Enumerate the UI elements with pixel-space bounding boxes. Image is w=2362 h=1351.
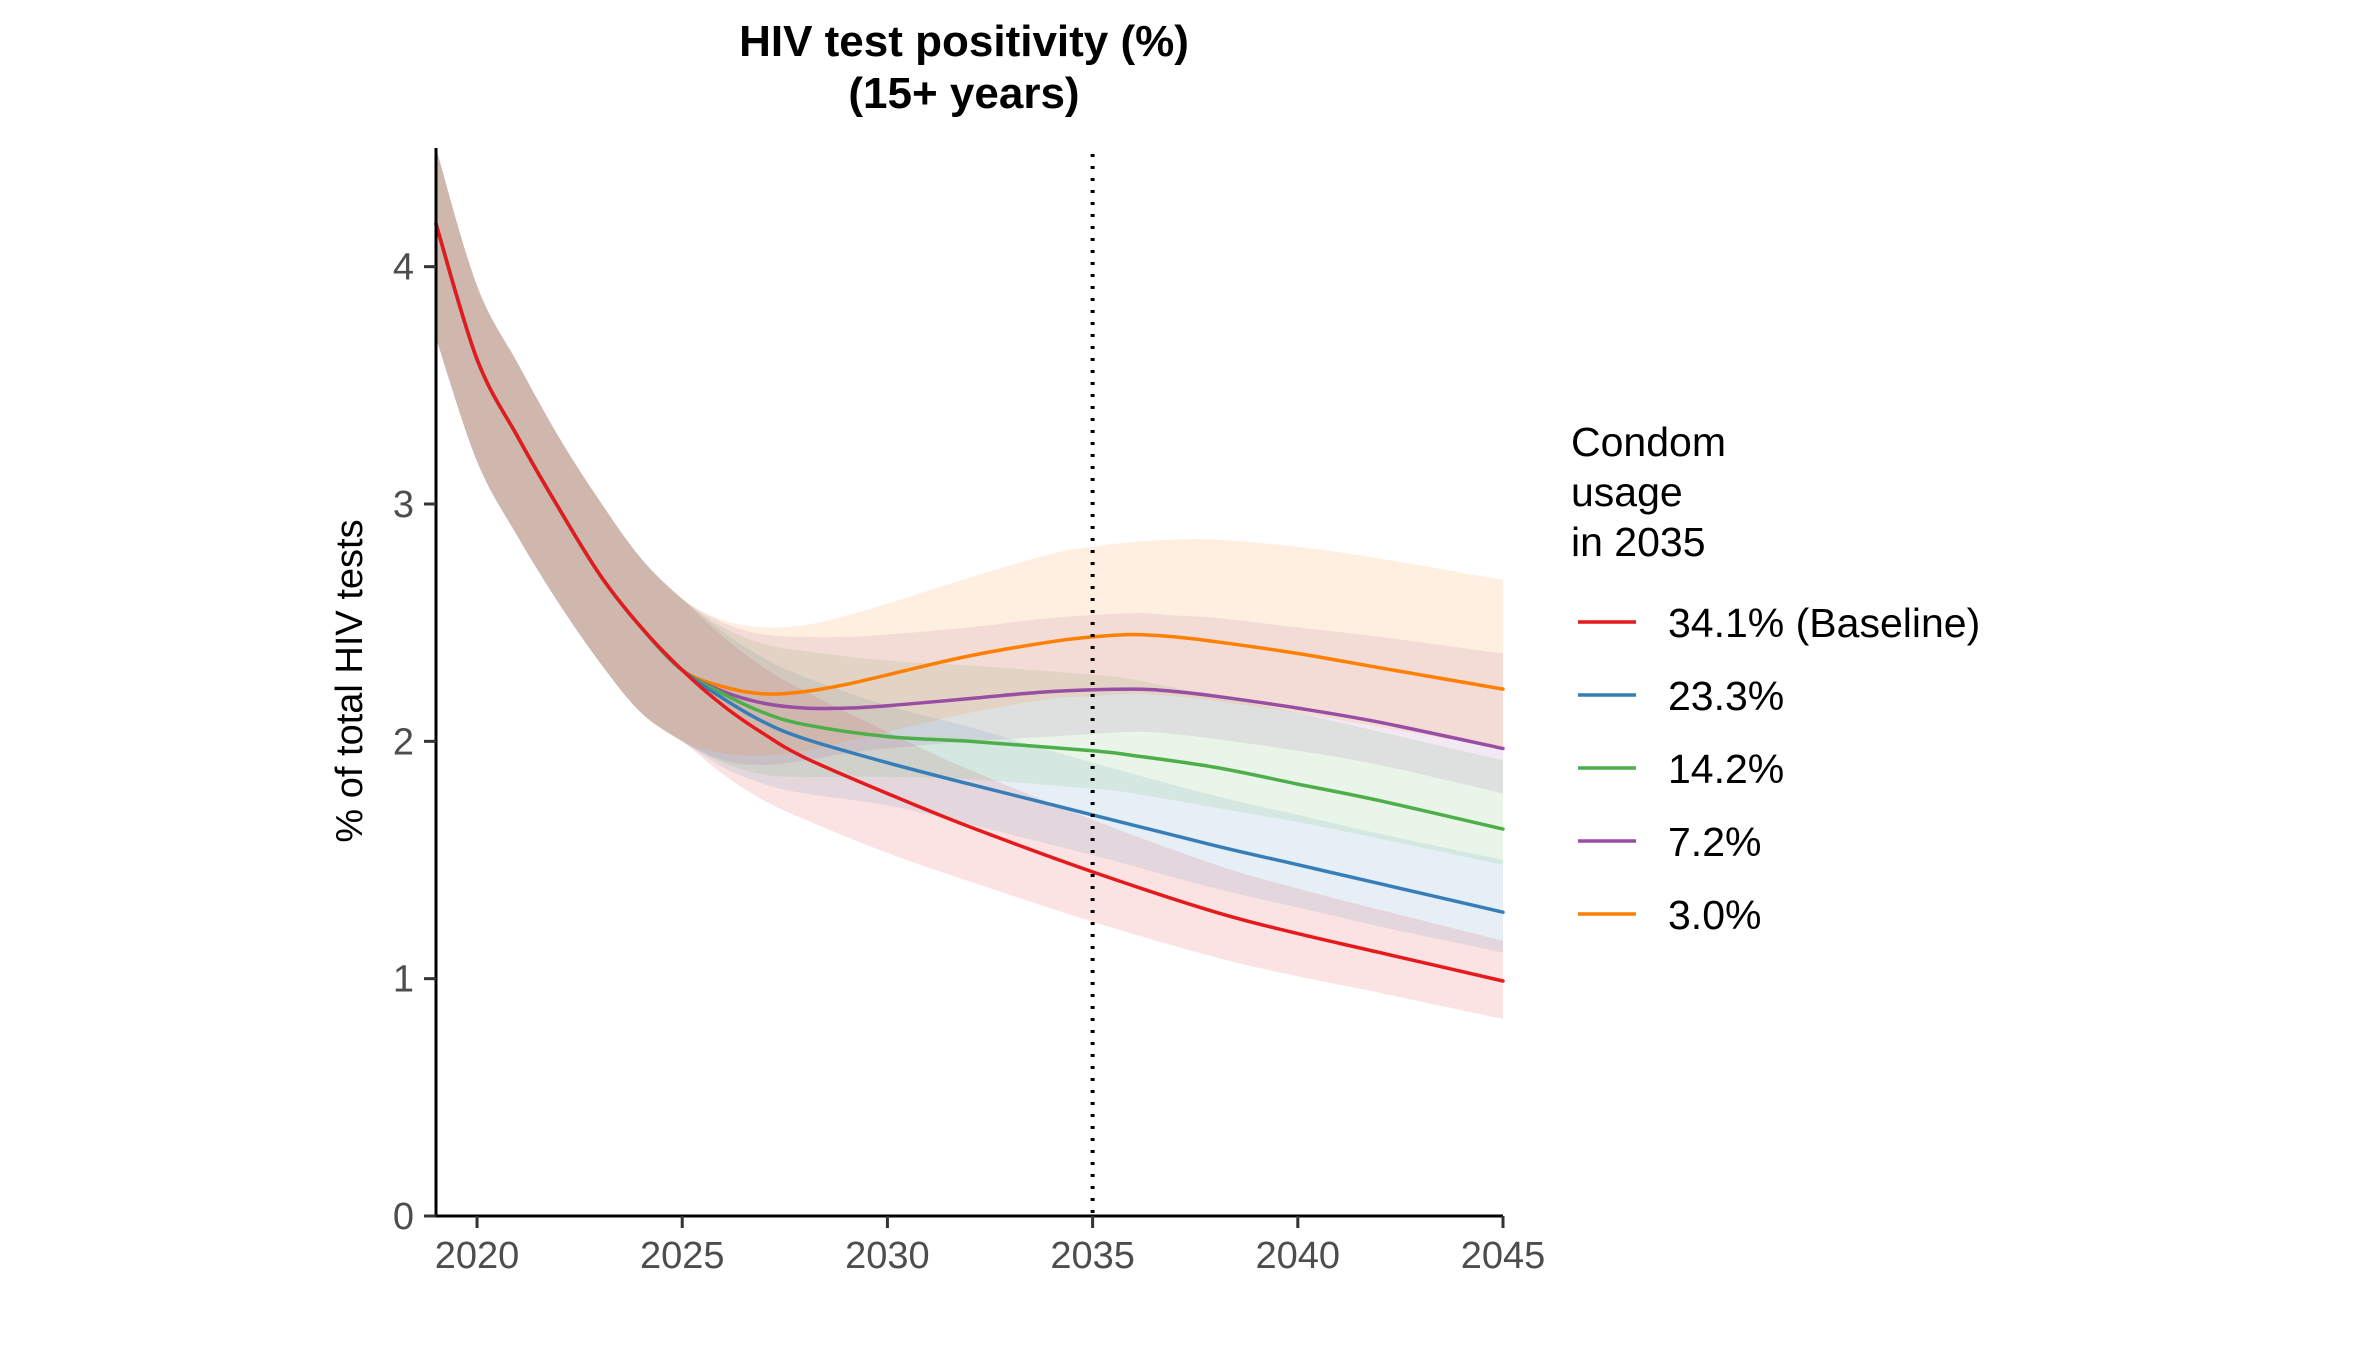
- confidence-bands: [436, 148, 1503, 1019]
- band-3-0: [436, 148, 1503, 756]
- y-tick-label: 1: [393, 959, 414, 1001]
- chart-title-line-1: HIV test positivity (%): [739, 17, 1189, 66]
- y-tick-label: 2: [393, 721, 414, 763]
- legend-title-line-2: usage: [1571, 469, 1683, 515]
- y-axis-ticks: 0 1 2 3 4: [393, 247, 436, 1238]
- x-tick-label: 2045: [1461, 1235, 1546, 1277]
- x-tick-label: 2030: [845, 1235, 930, 1277]
- band-7-2: [436, 148, 1503, 794]
- x-tick-label: 2040: [1256, 1235, 1341, 1277]
- x-tick-label: 2035: [1050, 1235, 1135, 1277]
- chart-title-line-2: (15+ years): [848, 69, 1079, 118]
- y-tick-label: 3: [393, 484, 414, 526]
- legend-title-line-1: Condom: [1571, 419, 1726, 465]
- x-tick-label: 2020: [435, 1235, 520, 1277]
- legend-label-34-1-baseline: 34.1% (Baseline): [1668, 600, 1980, 646]
- band-23-3: [436, 148, 1503, 953]
- y-axis-title: % of total HIV tests: [329, 519, 371, 842]
- y-tick-label: 0: [393, 1196, 414, 1238]
- legend-label-7-2: 7.2%: [1668, 819, 1761, 865]
- legend-label-23-3: 23.3%: [1668, 673, 1784, 719]
- x-axis-ticks: 2020 2025 2030 2035 2040 2045: [435, 1216, 1546, 1277]
- series-lines: [434, 222, 1505, 983]
- y-tick-label: 4: [393, 247, 414, 289]
- legend: Condom usage in 2035 34.1% (Baseline) 23.…: [1571, 419, 1980, 938]
- x-tick-label: 2025: [640, 1235, 725, 1277]
- legend-label-3-0: 3.0%: [1668, 892, 1761, 938]
- band-34-1-baseline: [436, 148, 1503, 1019]
- legend-label-14-2: 14.2%: [1668, 746, 1784, 792]
- series-line-34-1-baseline: [434, 222, 1505, 983]
- legend-items: 34.1% (Baseline) 23.3% 14.2% 7.2% 3.0%: [1578, 600, 1980, 938]
- legend-title-line-3: in 2035: [1571, 519, 1706, 565]
